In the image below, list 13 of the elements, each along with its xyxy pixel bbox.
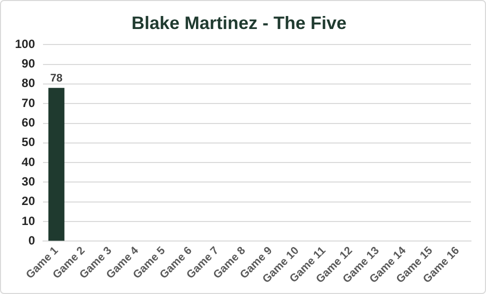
y-tick-label: 100 <box>14 36 36 51</box>
chart-title: Blake Martinez - The Five <box>131 12 347 33</box>
y-tick-label: 20 <box>22 194 36 208</box>
y-tick-label: 60 <box>22 116 36 130</box>
y-tick-label: 30 <box>22 174 36 189</box>
y-tick-label: 90 <box>22 56 36 71</box>
y-tick-label: 40 <box>22 154 36 169</box>
y-tick-label: 80 <box>22 76 36 90</box>
y-tick-label: 10 <box>22 214 36 228</box>
data-label: 78 <box>50 72 63 84</box>
y-tick-label: 0 <box>28 234 36 248</box>
y-tick-label: 70 <box>22 96 36 110</box>
y-tick-label: 50 <box>22 135 36 150</box>
